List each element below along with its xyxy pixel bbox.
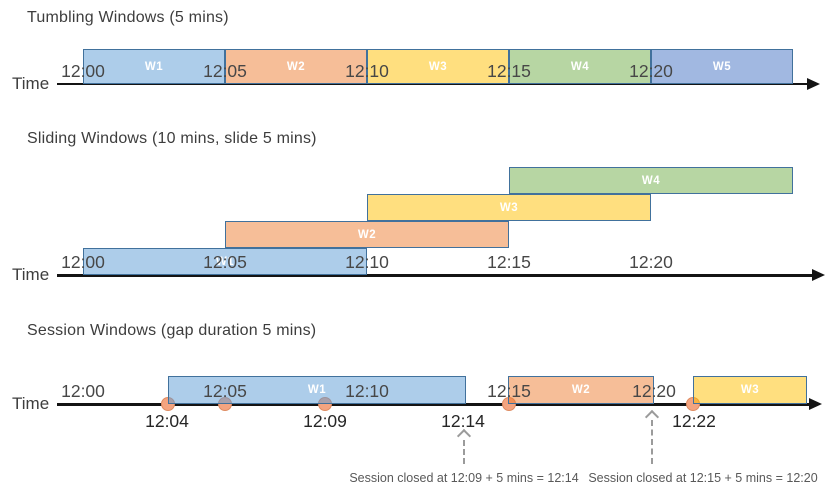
window-label: W1 <box>144 60 164 73</box>
tick-label: 12:10 <box>345 252 389 272</box>
window-sliding-windows-w4: W4 <box>509 167 793 194</box>
window-sliding-windows-w1: W1 <box>83 248 367 275</box>
time-axis <box>57 403 810 406</box>
tick-label: 12:20 <box>629 252 673 272</box>
annotation-arrow-stem <box>463 440 465 464</box>
tick-label: 12:20 <box>629 61 673 81</box>
window-tumbling-windows-w2: W2 <box>225 49 367 84</box>
window-session-windows-w1: W1 <box>168 376 466 404</box>
tick-label: 12:15 <box>487 252 531 272</box>
window-label: W5 <box>712 60 732 73</box>
window-sliding-windows-w3: W3 <box>367 194 651 221</box>
tick-label: 12:10 <box>345 381 389 401</box>
section-title-tumbling-windows: Tumbling Windows (5 mins) <box>27 9 229 26</box>
window-label: W1 <box>215 255 235 268</box>
window-session-windows-w3: W3 <box>693 376 807 404</box>
tick-label: 12:15 <box>487 61 531 81</box>
event-time-label: 12:14 <box>441 411 485 431</box>
event-time-label: 12:22 <box>672 411 716 431</box>
tick-label: 12:05 <box>203 252 247 272</box>
event-time-label: 12:09 <box>303 411 347 431</box>
window-sliding-windows-w2: W2 <box>225 221 509 248</box>
tick-label: 12:05 <box>203 381 247 401</box>
tick-label: 12:00 <box>61 252 105 272</box>
event-time-label: 12:04 <box>145 411 189 431</box>
time-axis-label: Time <box>12 74 50 93</box>
axis-arrowhead-icon <box>807 78 820 90</box>
time-axis-label: Time <box>12 265 50 284</box>
annotation-caption: Session closed at 12:15 + 5 mins = 12:20 <box>588 471 818 485</box>
window-label: W2 <box>571 384 591 396</box>
window-label: W4 <box>570 60 590 73</box>
tick-label: 12:05 <box>203 61 247 81</box>
window-session-windows-w2: W2 <box>508 376 654 404</box>
time-axis-label: Time <box>12 394 50 413</box>
tick-label: 12:00 <box>61 381 105 401</box>
window-label: W2 <box>357 228 377 241</box>
tick-label: 12:15 <box>487 381 531 401</box>
time-axis <box>57 83 808 85</box>
window-tumbling-windows-w1: W1 <box>83 49 225 84</box>
axis-arrowhead-icon <box>812 269 825 281</box>
tick-label: 12:20 <box>632 381 676 401</box>
window-label: W4 <box>641 174 661 187</box>
window-tumbling-windows-w4: W4 <box>509 49 651 84</box>
window-label: W2 <box>286 60 306 73</box>
window-label: W3 <box>499 201 519 214</box>
window-label: W3 <box>428 60 448 73</box>
annotation-caption: Session closed at 12:09 + 5 mins = 12:14 <box>349 471 579 485</box>
window-label: W1 <box>307 384 327 396</box>
window-tumbling-windows-w3: W3 <box>367 49 509 84</box>
time-axis <box>57 274 813 277</box>
window-label: W3 <box>740 384 760 396</box>
annotation-arrow-stem <box>651 420 653 464</box>
axis-arrowhead-icon <box>809 398 822 410</box>
window-tumbling-windows-w5: W5 <box>651 49 793 84</box>
tick-label: 12:10 <box>345 61 389 81</box>
section-title-session-windows: Session Windows (gap duration 5 mins) <box>27 322 317 339</box>
tick-label: 12:00 <box>61 61 105 81</box>
section-title-sliding-windows: Sliding Windows (10 mins, slide 5 mins) <box>27 130 317 147</box>
